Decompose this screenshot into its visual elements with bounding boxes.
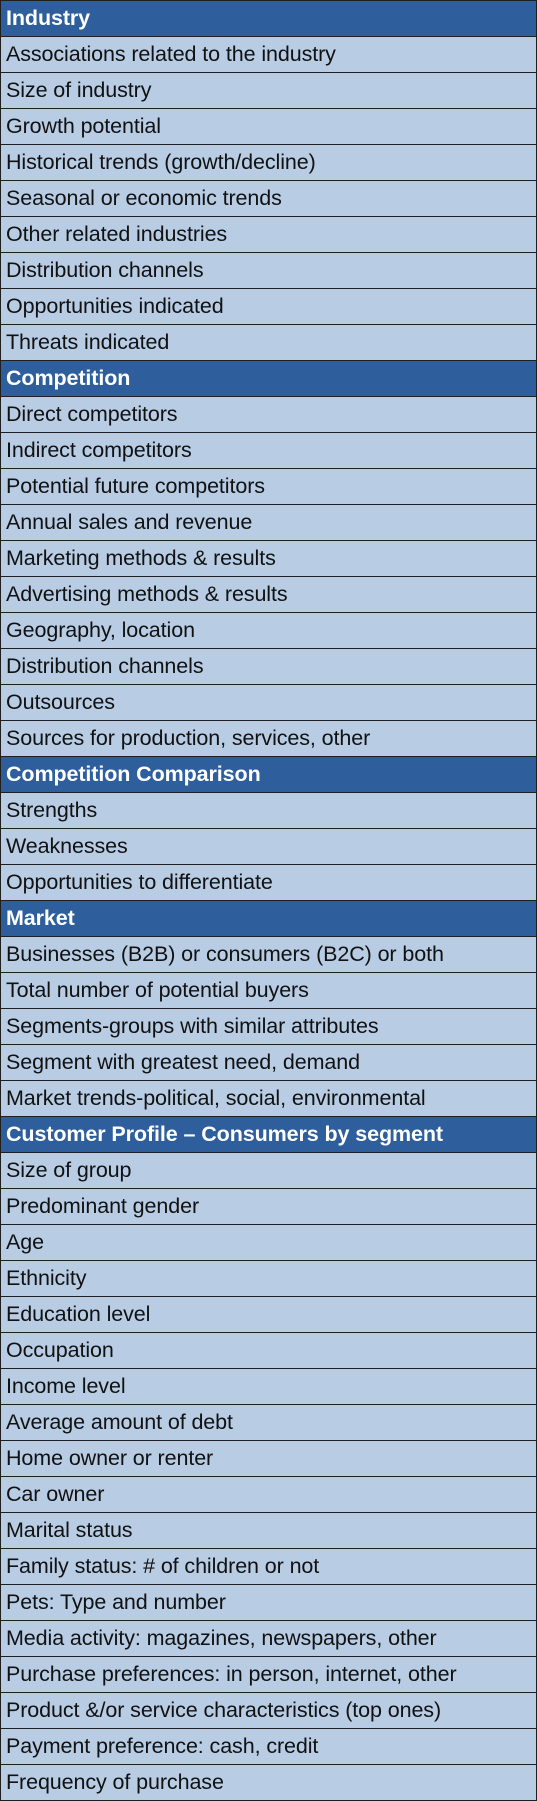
checklist-item: Predominant gender bbox=[1, 1189, 536, 1225]
checklist-item: Indirect competitors bbox=[1, 433, 536, 469]
checklist-item: Ethnicity bbox=[1, 1261, 536, 1297]
checklist-item: Product &/or service characteristics (to… bbox=[1, 1693, 536, 1729]
checklist-item: Historical trends (growth/decline) bbox=[1, 145, 536, 181]
checklist-item: Car owner bbox=[1, 1477, 536, 1513]
checklist-item: Marketing methods & results bbox=[1, 541, 536, 577]
checklist-item: Potential future competitors bbox=[1, 469, 536, 505]
checklist-item: Purchase preferences: in person, interne… bbox=[1, 1657, 536, 1693]
section-header: Competition bbox=[1, 361, 536, 397]
checklist-item: Advertising methods & results bbox=[1, 577, 536, 613]
checklist-item: Distribution channels bbox=[1, 649, 536, 685]
checklist-item: Family status: # of children or not bbox=[1, 1549, 536, 1585]
checklist-item: Education level bbox=[1, 1297, 536, 1333]
checklist-item: Annual sales and revenue bbox=[1, 505, 536, 541]
checklist-item: Marital status bbox=[1, 1513, 536, 1549]
checklist-item: Market trends-political, social, environ… bbox=[1, 1081, 536, 1117]
checklist-item: Age bbox=[1, 1225, 536, 1261]
checklist-item: Pets: Type and number bbox=[1, 1585, 536, 1621]
checklist-item: Income level bbox=[1, 1369, 536, 1405]
checklist-item: Average amount of debt bbox=[1, 1405, 536, 1441]
checklist-item: Payment preference: cash, credit bbox=[1, 1729, 536, 1765]
checklist-item: Sources for production, services, other bbox=[1, 721, 536, 757]
section-header: Competition Comparison bbox=[1, 757, 536, 793]
checklist-item: Strengths bbox=[1, 793, 536, 829]
checklist-item: Media activity: magazines, newspapers, o… bbox=[1, 1621, 536, 1657]
checklist-item: Weaknesses bbox=[1, 829, 536, 865]
checklist-item: Opportunities indicated bbox=[1, 289, 536, 325]
section-header: Customer Profile – Consumers by segment bbox=[1, 1117, 536, 1153]
checklist-item: Direct competitors bbox=[1, 397, 536, 433]
checklist-item: Geography, location bbox=[1, 613, 536, 649]
checklist-item: Segment with greatest need, demand bbox=[1, 1045, 536, 1081]
checklist-item: Opportunities to differentiate bbox=[1, 865, 536, 901]
checklist-item: Other related industries bbox=[1, 217, 536, 253]
checklist-item: Businesses (B2B) or consumers (B2C) or b… bbox=[1, 937, 536, 973]
checklist-item: Distribution channels bbox=[1, 253, 536, 289]
section-header: Industry bbox=[1, 1, 536, 37]
checklist-item: Outsources bbox=[1, 685, 536, 721]
checklist-item: Growth potential bbox=[1, 109, 536, 145]
checklist-item: Home owner or renter bbox=[1, 1441, 536, 1477]
section-header: Market bbox=[1, 901, 536, 937]
checklist-item: Associations related to the industry bbox=[1, 37, 536, 73]
checklist-item: Size of industry bbox=[1, 73, 536, 109]
checklist-item: Frequency of purchase bbox=[1, 1765, 536, 1801]
checklist-item: Seasonal or economic trends bbox=[1, 181, 536, 217]
checklist-item: Threats indicated bbox=[1, 325, 536, 361]
checklist-item: Size of group bbox=[1, 1153, 536, 1189]
checklist-item: Segments-groups with similar attributes bbox=[1, 1009, 536, 1045]
checklist-item: Total number of potential buyers bbox=[1, 973, 536, 1009]
checklist-item: Occupation bbox=[1, 1333, 536, 1369]
